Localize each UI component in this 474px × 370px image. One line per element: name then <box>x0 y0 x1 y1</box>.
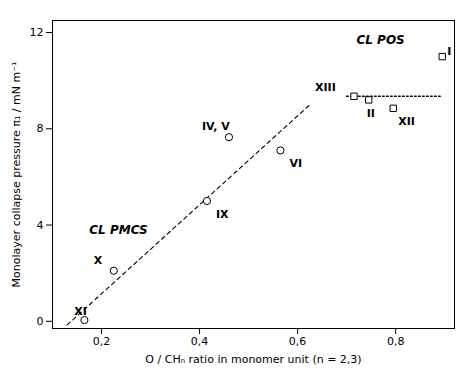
svg-text:0,2: 0,2 <box>93 335 111 348</box>
svg-text:II: II <box>367 107 375 120</box>
svg-text:X: X <box>94 254 103 267</box>
svg-text:XI: XI <box>74 305 87 318</box>
svg-text:4: 4 <box>37 219 44 232</box>
svg-text:0: 0 <box>37 315 44 328</box>
svg-text:Monolayer collapse pressure π₁: Monolayer collapse pressure π₁ / mN m⁻¹ <box>10 62 23 288</box>
svg-text:12: 12 <box>30 26 44 39</box>
svg-text:XII: XII <box>398 115 415 128</box>
svg-text:IV, V: IV, V <box>202 120 230 133</box>
svg-text:I: I <box>447 45 451 58</box>
svg-text:O / CHₙ ratio in monomer unit: O / CHₙ ratio in monomer unit (n = 2,3) <box>145 353 361 366</box>
svg-text:0,6: 0,6 <box>289 335 307 348</box>
svg-text:0,8: 0,8 <box>387 335 405 348</box>
svg-text:IX: IX <box>216 208 229 221</box>
svg-text:8: 8 <box>37 122 44 135</box>
svg-text:CL PMCS: CL PMCS <box>89 223 147 237</box>
svg-text:VI: VI <box>289 157 302 170</box>
svg-text:0,4: 0,4 <box>191 335 209 348</box>
svg-text:CL POS: CL POS <box>356 33 404 47</box>
svg-text:XIII: XIII <box>315 81 336 94</box>
